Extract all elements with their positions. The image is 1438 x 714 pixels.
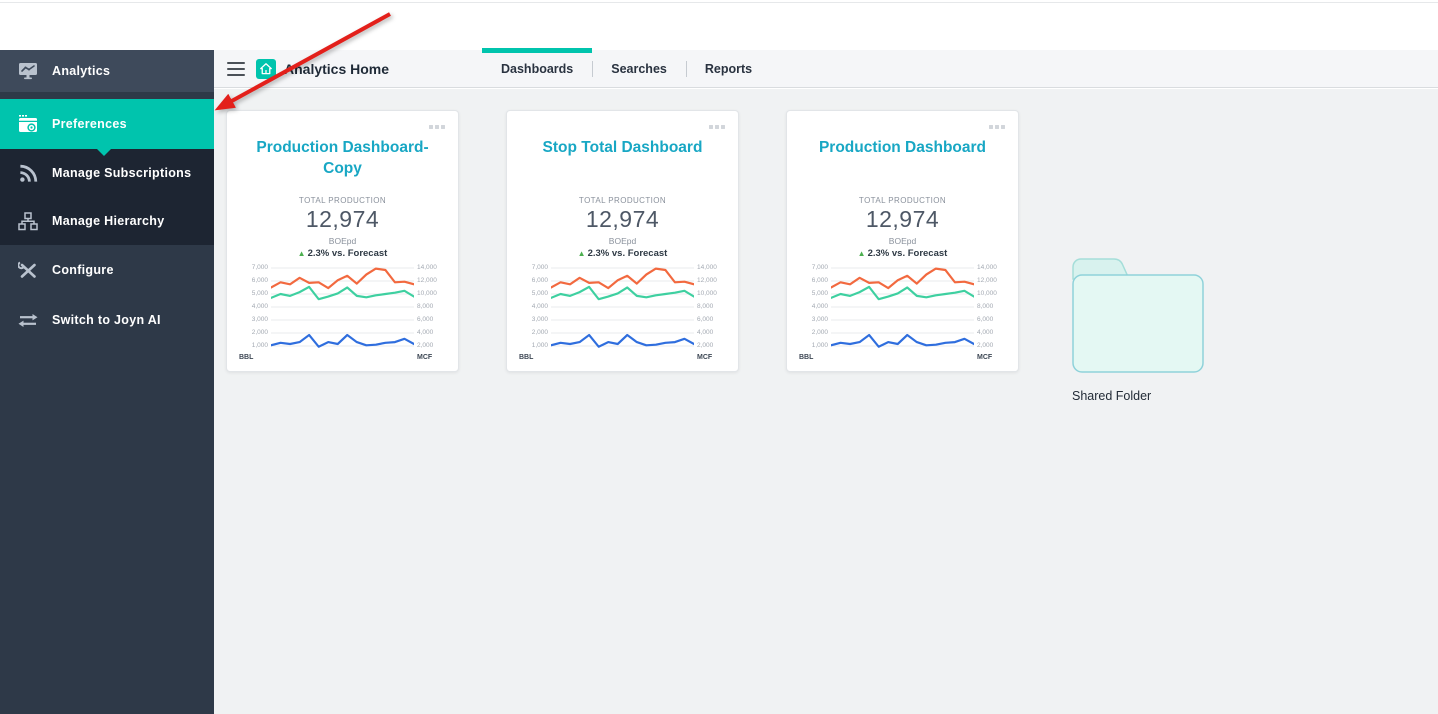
delta-text: 2.3% vs. Forecast <box>587 248 668 259</box>
right-axis-ticks: 14,000 12,000 10,000 8,000 6,000 4,000 2,000 <box>417 264 437 349</box>
sidebar: Analytics Preferences <box>0 50 214 714</box>
left-axis: 7,000 6,000 5,000 4,000 3,000 2,000 1,000 BBL <box>239 261 271 361</box>
top-strip <box>0 0 1438 50</box>
stat-label: TOTAL PRODUCTION <box>578 196 667 205</box>
line-chart <box>551 266 694 348</box>
sidebar-item-label: Configure <box>52 263 114 277</box>
sidebar-item-label: Analytics <box>52 64 111 78</box>
stat-delta: ▲ 2.3% vs. Forecast <box>801 248 1004 259</box>
top-divider <box>0 2 1438 3</box>
stat-unit: BOEpd <box>328 236 357 246</box>
right-axis-label: MCF <box>697 354 713 361</box>
left-axis-label: BBL <box>239 354 254 361</box>
sidebar-item-analytics[interactable]: Analytics <box>0 50 214 92</box>
right-axis: 14,000 12,000 10,000 8,000 6,000 4,000 2,000 M… <box>414 261 446 361</box>
stat-delta: ▲ 2.3% vs. Forecast <box>241 248 444 259</box>
stat-value: 12,974 <box>585 206 660 232</box>
active-item-notch <box>96 148 112 156</box>
hierarchy-icon <box>16 211 40 231</box>
dashboard-card-production-dashboard-copy[interactable]: Production Dashboard-Copy TOTAL PRODUCTI… <box>226 110 459 372</box>
tab-reports[interactable]: Reports <box>685 50 771 88</box>
shared-folder[interactable]: Shared Folder <box>1070 255 1206 403</box>
card-options-menu-icon[interactable] <box>429 125 445 129</box>
right-axis: 14,000 12,000 10,000 8,000 6,000 4,000 2,000 M… <box>694 261 726 361</box>
analytics-monitor-icon <box>16 62 40 80</box>
stat-label: TOTAL PRODUCTION <box>298 196 387 205</box>
card-stats: TOTAL PRODUCTION 12,974 BOEpd ▲ 2.3% vs. … <box>241 196 444 259</box>
sidebar-spacer <box>0 92 214 99</box>
sidebar-item-label: Manage Subscriptions <box>52 166 192 180</box>
folder-label: Shared Folder <box>1072 389 1152 403</box>
configure-tools-icon <box>16 261 40 280</box>
sidebar-item-manage-subscriptions[interactable]: Manage Subscriptions <box>0 149 214 197</box>
dashboard-card-stop-total-dashboard[interactable]: Stop Total Dashboard TOTAL PRODUCTION 12… <box>506 110 739 372</box>
left-axis-ticks: 7,000 6,000 5,000 4,000 3,000 2,000 1,000 <box>531 264 548 349</box>
card-stats: TOTAL PRODUCTION 12,974 BOEpd ▲ 2.3% vs. … <box>521 196 724 259</box>
right-axis-ticks: 14,000 12,000 10,000 8,000 6,000 4,000 2,000 <box>697 264 717 349</box>
sidebar-subgroup: Manage Subscriptions Manage Hierarchy <box>0 149 214 245</box>
stat-label: TOTAL PRODUCTION <box>858 196 947 205</box>
sidebar-item-switch-to-joyn-ai[interactable]: Switch to Joyn AI <box>0 295 214 345</box>
main-content: Production Dashboard-Copy TOTAL PRODUCTI… <box>214 89 1438 714</box>
stat-unit: BOEpd <box>608 236 637 246</box>
subscriptions-rss-icon <box>16 164 40 183</box>
mini-chart: 7,000 6,000 5,000 4,000 3,000 2,000 1,000 BBL … <box>799 261 1006 361</box>
sidebar-item-configure[interactable]: Configure <box>0 245 214 295</box>
page-header: Analytics Home Dashboards Searches Repor… <box>214 48 1438 88</box>
card-title: Production Dashboard <box>818 139 987 156</box>
delta-up-icon: ▲ <box>857 249 866 258</box>
preferences-window-icon <box>16 114 40 134</box>
right-axis-ticks: 14,000 12,000 10,000 8,000 6,000 4,000 2,000 <box>977 264 997 349</box>
stat-delta: ▲ 2.3% vs. Forecast <box>521 248 724 259</box>
card-options-menu-icon[interactable] <box>989 125 1005 129</box>
tab-dashboards[interactable]: Dashboards <box>482 48 593 88</box>
card-stats: TOTAL PRODUCTION 12,974 BOEpd ▲ 2.3% vs. … <box>801 196 1004 259</box>
folder-icon <box>1072 258 1204 373</box>
delta-up-icon: ▲ <box>577 249 586 258</box>
right-axis-label: MCF <box>417 354 433 361</box>
mini-chart: 7,000 6,000 5,000 4,000 3,000 2,000 1,000 BBL … <box>519 261 726 361</box>
delta-text: 2.3% vs. Forecast <box>307 248 388 259</box>
sidebar-item-preferences[interactable]: Preferences <box>0 99 214 156</box>
stat-value: 12,974 <box>865 206 940 232</box>
left-axis-label: BBL <box>519 354 534 361</box>
stat-unit: BOEpd <box>888 236 917 246</box>
sidebar-item-label: Preferences <box>52 117 127 131</box>
home-icon[interactable] <box>256 58 276 79</box>
dashboard-cards-row: Production Dashboard-Copy TOTAL PRODUCTI… <box>226 110 1019 372</box>
mini-chart: 7,000 6,000 5,000 4,000 3,000 2,000 1,000 BBL … <box>239 261 446 361</box>
left-axis-ticks: 7,000 6,000 5,000 4,000 3,000 2,000 1,000 <box>811 264 828 349</box>
right-axis: 14,000 12,000 10,000 8,000 6,000 4,000 2,000 M… <box>974 261 1006 361</box>
header-tabs: Dashboards Searches Reports <box>482 48 771 88</box>
stat-value: 12,974 <box>305 206 380 232</box>
left-axis: 7,000 6,000 5,000 4,000 3,000 2,000 1,000 BBL <box>799 261 831 361</box>
left-axis-label: BBL <box>799 354 814 361</box>
hamburger-menu-icon[interactable] <box>227 61 245 76</box>
dashboard-card-production-dashboard[interactable]: Production Dashboard TOTAL PRODUCTION 12… <box>786 110 1019 372</box>
switch-arrows-icon <box>16 313 40 328</box>
card-title: Production Dashboard-Copy <box>256 139 429 177</box>
delta-up-icon: ▲ <box>297 249 306 258</box>
line-chart <box>831 266 974 348</box>
line-chart <box>271 266 414 348</box>
card-options-menu-icon[interactable] <box>709 125 725 129</box>
sidebar-item-manage-hierarchy[interactable]: Manage Hierarchy <box>0 197 214 245</box>
sidebar-item-label: Manage Hierarchy <box>52 214 165 228</box>
left-axis: 7,000 6,000 5,000 4,000 3,000 2,000 1,000 BBL <box>519 261 551 361</box>
delta-text: 2.3% vs. Forecast <box>867 248 948 259</box>
card-title: Stop Total Dashboard <box>542 139 703 156</box>
right-axis-label: MCF <box>977 354 993 361</box>
page-title: Analytics Home <box>284 60 390 77</box>
tab-searches[interactable]: Searches <box>592 50 686 88</box>
sidebar-item-label: Switch to Joyn AI <box>52 313 161 327</box>
left-axis-ticks: 7,000 6,000 5,000 4,000 3,000 2,000 1,000 <box>251 264 268 349</box>
